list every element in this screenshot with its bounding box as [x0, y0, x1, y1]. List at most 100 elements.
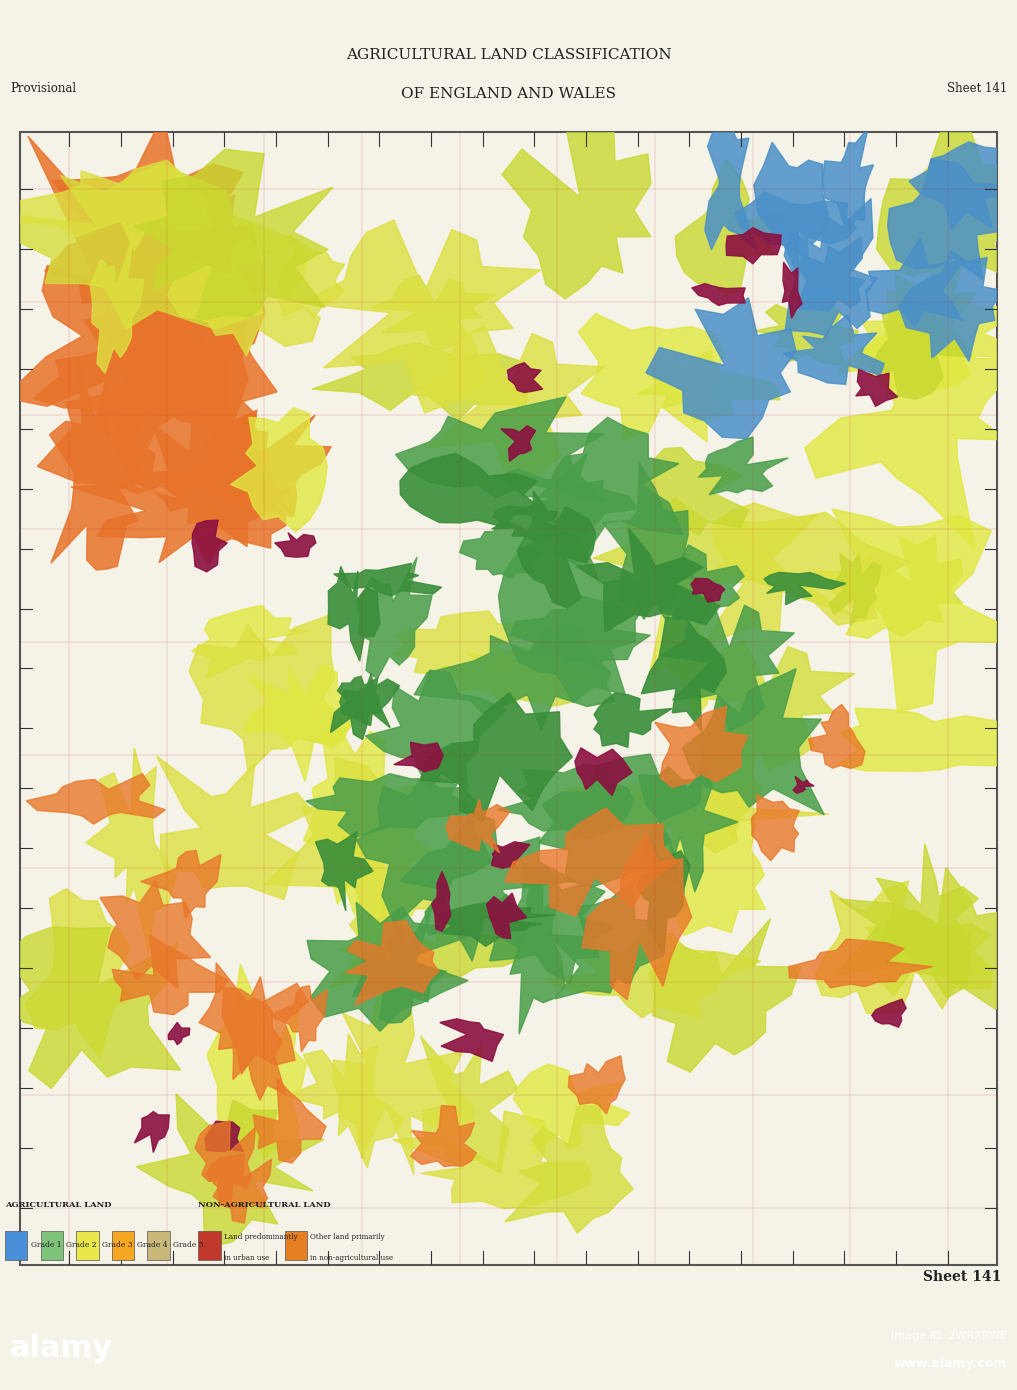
- Polygon shape: [431, 872, 451, 931]
- Text: Provisional: Provisional: [10, 82, 76, 96]
- Polygon shape: [396, 396, 608, 503]
- Polygon shape: [699, 699, 762, 838]
- Polygon shape: [285, 1034, 404, 1168]
- Polygon shape: [112, 935, 228, 1015]
- Polygon shape: [307, 902, 470, 1031]
- Polygon shape: [420, 1036, 518, 1173]
- Polygon shape: [813, 509, 1017, 713]
- Polygon shape: [543, 933, 761, 1017]
- Polygon shape: [409, 325, 605, 485]
- Polygon shape: [855, 370, 898, 406]
- Polygon shape: [333, 965, 475, 1175]
- Polygon shape: [783, 314, 884, 385]
- Polygon shape: [342, 828, 420, 955]
- Polygon shape: [205, 1154, 272, 1223]
- Text: Grade 5: Grade 5: [173, 1241, 203, 1250]
- Polygon shape: [136, 1094, 324, 1248]
- Polygon shape: [263, 758, 451, 938]
- Polygon shape: [510, 595, 651, 666]
- Polygon shape: [682, 669, 824, 815]
- Polygon shape: [346, 920, 439, 1005]
- Polygon shape: [655, 706, 747, 787]
- Polygon shape: [420, 694, 573, 821]
- Polygon shape: [161, 195, 265, 448]
- Polygon shape: [899, 250, 1003, 361]
- Polygon shape: [0, 160, 213, 250]
- Polygon shape: [315, 831, 373, 910]
- Polygon shape: [6, 927, 181, 1088]
- Polygon shape: [231, 409, 327, 532]
- Text: Land predominantly: Land predominantly: [224, 1233, 298, 1241]
- Text: Grade 2: Grade 2: [66, 1241, 97, 1250]
- Polygon shape: [648, 919, 800, 1072]
- Polygon shape: [838, 708, 1017, 771]
- Polygon shape: [340, 674, 400, 728]
- Polygon shape: [637, 844, 690, 955]
- Polygon shape: [603, 463, 694, 621]
- Polygon shape: [85, 748, 176, 952]
- Polygon shape: [593, 498, 853, 616]
- Polygon shape: [331, 677, 381, 739]
- Bar: [112, 1232, 134, 1259]
- Polygon shape: [140, 851, 221, 919]
- Polygon shape: [834, 867, 1017, 1009]
- Polygon shape: [538, 753, 703, 887]
- Polygon shape: [639, 766, 738, 892]
- Polygon shape: [243, 664, 360, 781]
- Polygon shape: [438, 902, 556, 947]
- Polygon shape: [206, 963, 306, 1163]
- Polygon shape: [660, 599, 794, 731]
- Polygon shape: [71, 473, 293, 566]
- Polygon shape: [507, 363, 543, 392]
- Text: NON-AGRICULTURAL LAND: NON-AGRICULTURAL LAND: [198, 1201, 331, 1209]
- Polygon shape: [460, 520, 544, 578]
- Polygon shape: [865, 238, 964, 327]
- Polygon shape: [909, 142, 1017, 229]
- Polygon shape: [270, 986, 327, 1052]
- Polygon shape: [50, 357, 155, 570]
- Polygon shape: [328, 566, 380, 662]
- Polygon shape: [25, 888, 130, 1058]
- Polygon shape: [489, 866, 614, 984]
- Polygon shape: [195, 1120, 255, 1208]
- Polygon shape: [579, 314, 725, 442]
- Bar: [5, 1232, 27, 1259]
- Text: OF ENGLAND AND WALES: OF ENGLAND AND WALES: [401, 86, 616, 101]
- Polygon shape: [582, 834, 692, 999]
- Polygon shape: [204, 1122, 243, 1151]
- Polygon shape: [45, 114, 243, 331]
- Polygon shape: [26, 774, 166, 824]
- Polygon shape: [352, 899, 446, 1023]
- Polygon shape: [486, 892, 527, 938]
- Polygon shape: [306, 774, 477, 838]
- Polygon shape: [782, 263, 802, 318]
- Polygon shape: [691, 578, 725, 602]
- Polygon shape: [856, 535, 963, 637]
- Polygon shape: [646, 297, 796, 438]
- Polygon shape: [877, 121, 1017, 321]
- Polygon shape: [705, 120, 757, 250]
- Polygon shape: [788, 940, 933, 988]
- Polygon shape: [888, 160, 1017, 279]
- Text: AGRICULTURAL LAND CLASSIFICATION: AGRICULTURAL LAND CLASSIFICATION: [346, 47, 671, 63]
- Polygon shape: [414, 623, 614, 730]
- Polygon shape: [278, 239, 345, 318]
- Polygon shape: [301, 220, 541, 413]
- Polygon shape: [446, 799, 510, 853]
- Polygon shape: [114, 208, 271, 409]
- Polygon shape: [838, 910, 993, 1009]
- Polygon shape: [491, 872, 564, 1034]
- Polygon shape: [784, 199, 877, 335]
- Polygon shape: [502, 108, 651, 299]
- Text: Grade 1: Grade 1: [31, 1241, 61, 1250]
- Polygon shape: [793, 777, 815, 794]
- Polygon shape: [809, 705, 865, 769]
- Polygon shape: [168, 236, 320, 356]
- Text: Grade 4: Grade 4: [137, 1241, 168, 1250]
- Polygon shape: [370, 275, 495, 350]
- Polygon shape: [439, 1019, 503, 1062]
- Polygon shape: [168, 1023, 190, 1045]
- Polygon shape: [441, 648, 599, 706]
- Polygon shape: [692, 284, 745, 306]
- Polygon shape: [330, 898, 427, 997]
